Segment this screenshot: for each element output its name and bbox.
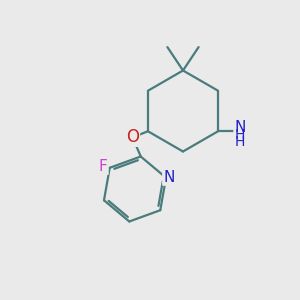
Text: H: H: [235, 135, 245, 149]
Text: F: F: [99, 159, 107, 174]
Text: N: N: [235, 120, 246, 135]
Text: O: O: [126, 128, 139, 146]
Text: N: N: [163, 169, 175, 184]
Text: H: H: [235, 128, 245, 142]
